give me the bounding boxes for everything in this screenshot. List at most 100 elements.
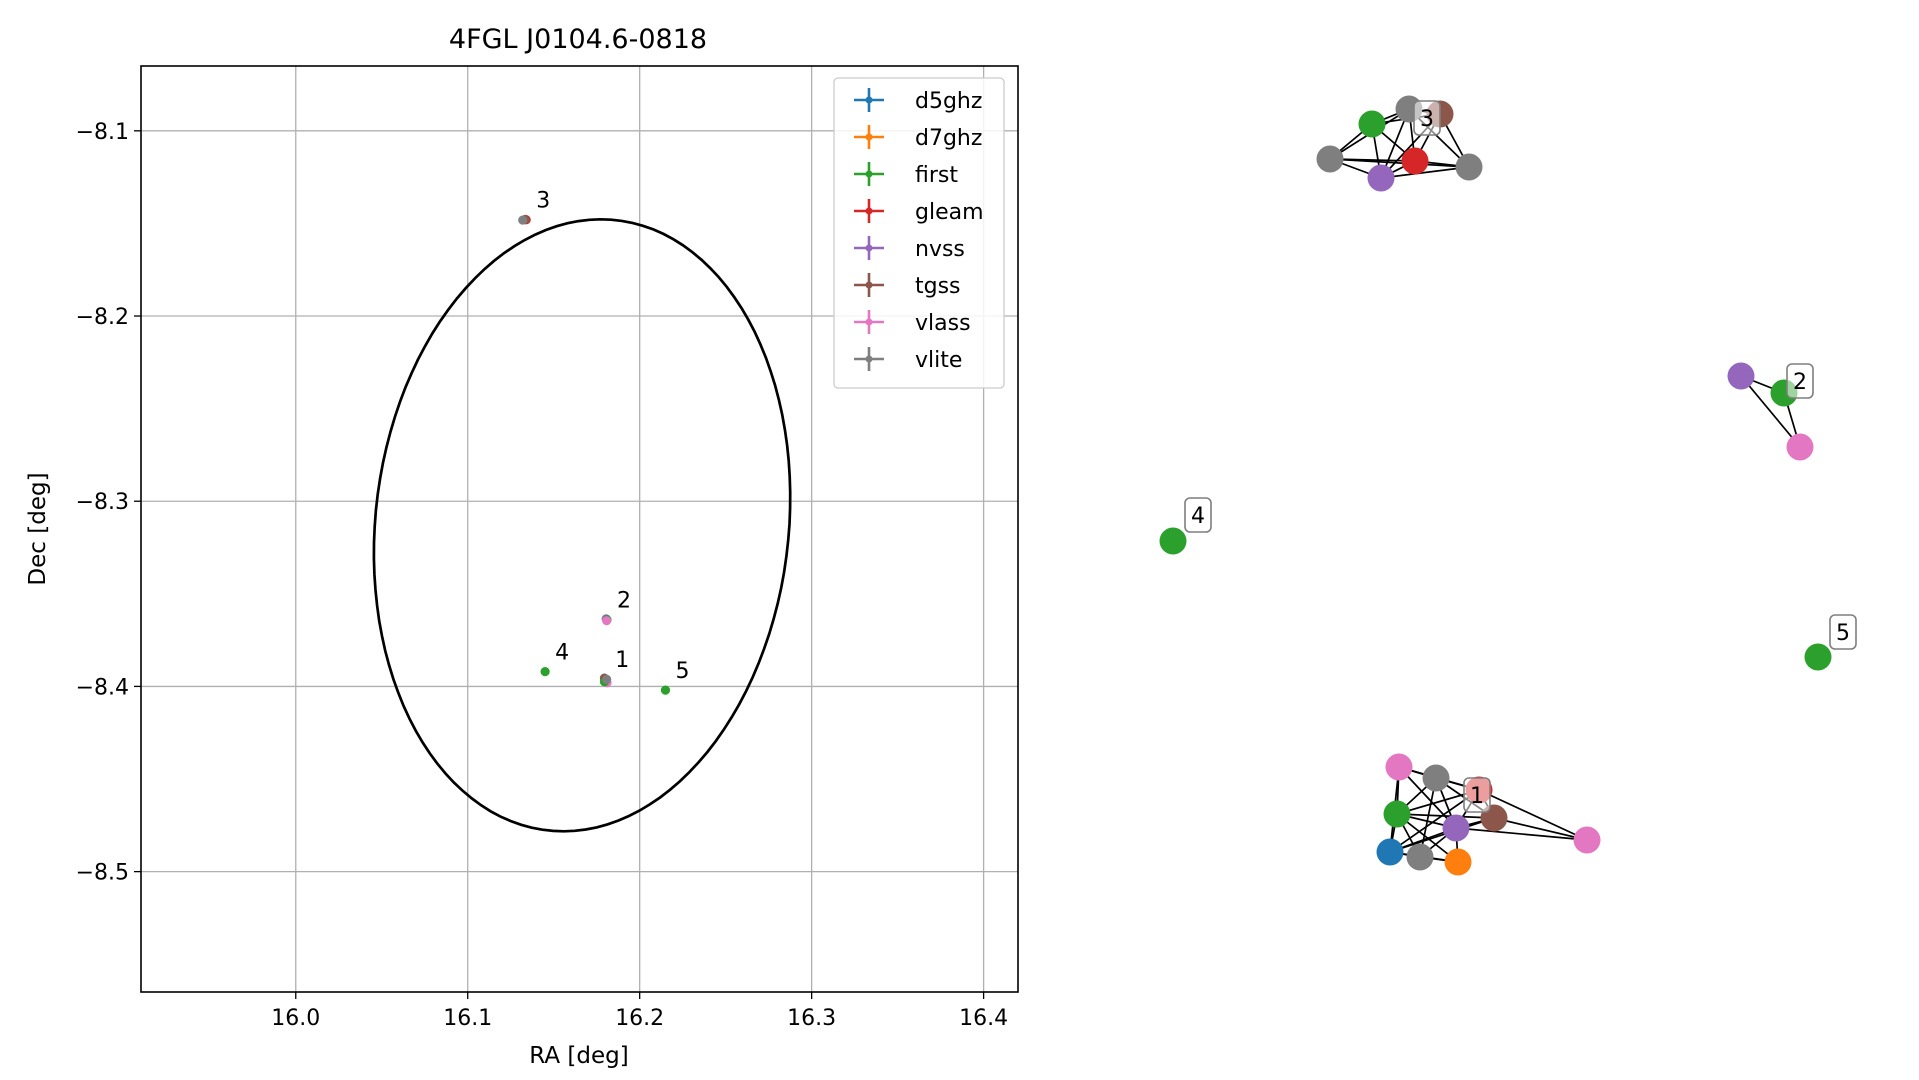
legend-label: d5ghz xyxy=(915,89,982,114)
chart-title: 4FGL J0104.6-0818 xyxy=(449,24,707,55)
legend-item-vlite: vlite xyxy=(854,347,962,373)
network-node xyxy=(1422,764,1450,792)
scatter-panel: 4FGL J0104.6-0818 1 2 3 4 5 16.0 16.1 16.2 16.3… xyxy=(25,24,1019,1069)
legend-marker-dot xyxy=(865,244,873,252)
component-label-3: 3 xyxy=(1413,100,1441,136)
legend-marker-dot xyxy=(865,355,873,363)
x-tick-label: 16.1 xyxy=(443,1006,492,1031)
network-node xyxy=(1804,643,1832,671)
network-edge xyxy=(1380,166,1470,179)
legend-label: first xyxy=(915,163,958,188)
network-node xyxy=(1442,814,1470,842)
network-edges xyxy=(1329,108,1801,863)
network-edge xyxy=(1396,813,1495,819)
network-node xyxy=(1367,164,1395,192)
data-point-first xyxy=(540,667,550,677)
legend-label: d7ghz xyxy=(915,126,982,151)
network-node xyxy=(1316,145,1344,173)
component-label-1: 1 xyxy=(1463,777,1491,813)
x-tick-label: 16.3 xyxy=(787,1006,836,1031)
network-node xyxy=(1444,848,1472,876)
component-label-2: 2 xyxy=(1786,363,1814,399)
component-label-text: 4 xyxy=(1191,504,1205,529)
network-node xyxy=(1385,753,1413,781)
legend-item-tgss: tgss xyxy=(854,273,961,299)
component-label-text: 1 xyxy=(1470,784,1484,809)
x-tick-label: 16.4 xyxy=(959,1006,1008,1031)
component-label-5: 5 xyxy=(1829,614,1857,650)
network-node xyxy=(1376,838,1404,866)
legend-label: vlass xyxy=(915,311,971,336)
legend-item-d5ghz: d5ghz xyxy=(854,88,982,114)
network-node xyxy=(1159,527,1187,555)
legend-label: gleam xyxy=(915,200,984,225)
y-tick-label: −8.4 xyxy=(76,675,129,700)
network-panel: 1 2 3 4 5 xyxy=(1159,95,1857,876)
data-points-layer xyxy=(518,214,671,695)
legend-marker-dot xyxy=(865,207,873,215)
legend-label: vlite xyxy=(915,348,962,373)
point-annotation: 2 xyxy=(617,589,631,614)
network-nodes xyxy=(1159,95,1832,876)
network-edge xyxy=(1329,158,1470,168)
network-node xyxy=(1406,843,1434,871)
network-node xyxy=(1358,110,1386,138)
network-edge xyxy=(1740,375,1801,448)
legend-item-first: first xyxy=(854,162,958,188)
grid xyxy=(141,66,1018,992)
y-tick-label: −8.2 xyxy=(76,305,129,330)
point-annotation: 1 xyxy=(615,648,629,673)
error-ellipse xyxy=(372,217,792,833)
legend-marker-dot xyxy=(865,96,873,104)
network-edge xyxy=(1389,817,1495,853)
x-ticks: 16.0 16.1 16.2 16.3 16.4 xyxy=(271,992,1008,1031)
point-annotation: 5 xyxy=(675,659,689,684)
network-edge xyxy=(1478,789,1588,841)
point-annotation: 4 xyxy=(555,641,569,666)
x-tick-label: 16.2 xyxy=(615,1006,664,1031)
legend-label: nvss xyxy=(915,237,965,262)
component-label-text: 2 xyxy=(1793,370,1807,395)
network-edge xyxy=(1398,766,1457,829)
legend-item-vlass: vlass xyxy=(854,310,971,336)
legend-marker-dot xyxy=(865,318,873,326)
x-axis-label: RA [deg] xyxy=(529,1043,628,1069)
data-point-vlite xyxy=(518,215,528,225)
error-ellipse-layer xyxy=(372,217,792,833)
component-label-box xyxy=(1184,497,1212,533)
x-tick-label: 16.0 xyxy=(271,1006,320,1031)
component-label-4: 4 xyxy=(1184,497,1212,533)
plot-frame xyxy=(140,65,1019,993)
component-label-text: 5 xyxy=(1836,621,1850,646)
network-edge xyxy=(1455,827,1588,841)
annotations-layer: 1 2 3 4 5 xyxy=(536,189,689,684)
network-edge xyxy=(1493,817,1588,841)
legend-marker-dot xyxy=(865,133,873,141)
component-label-text: 3 xyxy=(1420,107,1434,132)
component-label-box xyxy=(1463,777,1491,813)
legend-item-d7ghz: d7ghz xyxy=(854,125,982,151)
network-node xyxy=(1786,433,1814,461)
component-label-box xyxy=(1413,100,1441,136)
data-point-vlite xyxy=(602,674,612,684)
y-tick-label: −8.3 xyxy=(76,490,129,515)
legend-label: tgss xyxy=(915,274,961,299)
network-node xyxy=(1383,800,1411,828)
legend-box xyxy=(833,77,1005,389)
point-annotation: 3 xyxy=(536,189,550,214)
legend-marker-dot xyxy=(865,170,873,178)
data-point-first xyxy=(660,685,671,695)
legend-marker-dot xyxy=(865,281,873,289)
y-axis-label: Dec [deg] xyxy=(25,472,51,585)
component-label-box xyxy=(1829,614,1857,650)
legend: d5ghz d7ghz first gleam nvss tgss vlass vlite xyxy=(833,77,1005,389)
network-node xyxy=(1727,362,1755,390)
network-node xyxy=(1401,147,1429,175)
legend-item-nvss: nvss xyxy=(854,236,965,262)
y-tick-label: −8.5 xyxy=(76,861,129,886)
legend-item-gleam: gleam xyxy=(854,199,984,225)
network-node xyxy=(1455,153,1483,181)
y-tick-label: −8.1 xyxy=(76,120,129,145)
data-point-vlass xyxy=(602,616,612,626)
